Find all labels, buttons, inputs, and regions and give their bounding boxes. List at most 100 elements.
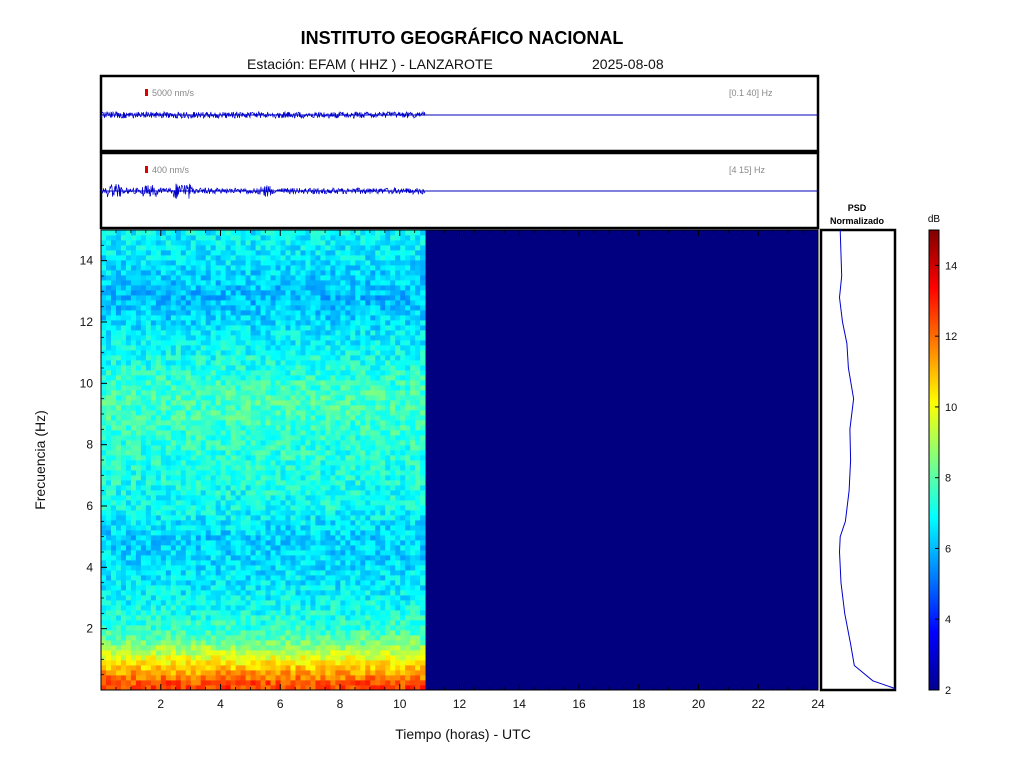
spectrogram-cell — [345, 570, 351, 576]
spectrogram-cell — [180, 380, 187, 386]
spectrogram-cell — [135, 665, 142, 671]
spectrogram-cell — [105, 240, 112, 246]
spectrogram-cell — [325, 405, 331, 411]
spectrogram-cell — [220, 465, 227, 471]
spectrogram-cell — [285, 530, 291, 536]
spectrogram-cell — [235, 550, 242, 556]
spectrogram-cell — [125, 310, 132, 316]
spectrogram-cell — [101, 390, 107, 396]
spectrogram-cell — [265, 530, 271, 536]
spectrogram-cell — [335, 440, 341, 446]
spectrogram-cell — [315, 510, 321, 516]
spectrogram-cell — [105, 405, 112, 411]
spectrogram-cell — [115, 445, 122, 451]
spectrogram-cell — [290, 440, 296, 446]
spectrogram-cell — [325, 295, 331, 301]
spectrogram-cell — [220, 320, 227, 326]
spectrogram-cell — [240, 480, 247, 486]
spectrogram-cell — [335, 385, 341, 391]
spectrogram-cell — [360, 245, 366, 251]
spectrogram-cell — [365, 495, 371, 501]
spectrogram-cell — [245, 480, 252, 486]
spectrogram-cell — [350, 665, 356, 671]
spectrogram-cell — [365, 290, 371, 296]
spectrogram-cell — [130, 370, 137, 376]
spectrogram-cell — [310, 240, 316, 246]
spectrogram-cell — [130, 265, 137, 271]
spectrogram-cell — [155, 445, 162, 451]
spectrogram-cell — [130, 465, 137, 471]
spectrogram-cell — [305, 435, 311, 441]
spectrogram-cell — [275, 335, 281, 341]
spectrogram-cell — [340, 680, 346, 686]
spectrogram-cell — [145, 655, 152, 661]
spectrogram-cell — [185, 515, 192, 521]
spectrogram-cell — [275, 405, 281, 411]
spectrogram-cell — [290, 560, 296, 566]
spectrogram-cell — [240, 595, 247, 601]
spectrogram-cell — [235, 595, 242, 601]
spectrogram-cell — [325, 620, 331, 626]
spectrogram-cell — [180, 645, 187, 651]
spectrogram-cell — [215, 335, 222, 341]
spectrogram-cell — [350, 435, 356, 441]
spectrogram-cell — [205, 360, 212, 366]
spectrogram-cell — [355, 315, 361, 321]
spectrogram-cell — [200, 320, 207, 326]
spectrogram-cell — [205, 445, 212, 451]
spectrogram-cell — [335, 560, 341, 566]
spectrogram-cell — [340, 335, 346, 341]
spectrogram-cell — [220, 670, 227, 676]
spectrogram-cell — [190, 330, 197, 336]
spectrogram-cell — [360, 350, 366, 356]
spectrogram-cell — [210, 590, 217, 596]
spectrogram-cell — [125, 480, 132, 486]
spectrogram-cell — [345, 415, 351, 421]
spectrogram-cell — [235, 620, 242, 626]
spectrogram-cell — [140, 395, 147, 401]
spectrogram-cell — [280, 295, 286, 301]
spectrogram-cell — [125, 590, 132, 596]
spectrogram-cell — [165, 250, 172, 256]
spectrogram-cell — [240, 300, 247, 306]
spectrogram-cell — [145, 560, 152, 566]
spectrogram-cell — [320, 655, 326, 661]
spectrogram-cell — [225, 445, 232, 451]
spectrogram-cell — [320, 565, 326, 571]
spectrogram-cell — [180, 510, 187, 516]
spectrogram-cell — [145, 230, 152, 236]
spectrogram-cell — [105, 505, 112, 511]
spectrogram-cell — [230, 275, 237, 281]
spectrogram-cell — [140, 305, 147, 311]
spectrogram-cell — [275, 625, 281, 631]
spectrogram-cell — [340, 540, 346, 546]
spectrogram-cell — [125, 560, 132, 566]
spectrogram-cell — [110, 675, 117, 681]
spectrogram-cell — [125, 520, 132, 526]
spectrogram-cell — [205, 655, 212, 661]
spectrogram-cell — [260, 650, 266, 656]
spectrogram-cell — [250, 385, 256, 391]
spectrogram-cell — [340, 615, 346, 621]
spectrogram-cell — [320, 270, 326, 276]
spectrogram-cell — [325, 630, 331, 636]
spectrogram-cell — [170, 440, 177, 446]
spectrogram-cell — [185, 240, 192, 246]
spectrogram-cell — [255, 245, 261, 251]
spectrogram-cell — [150, 480, 157, 486]
spectrogram-cell — [230, 655, 237, 661]
spectrogram-cell — [220, 515, 227, 521]
spectrogram-cell — [150, 515, 157, 521]
spectrogram-cell — [120, 510, 127, 516]
spectrogram-cell — [145, 535, 152, 541]
spectrogram-cell — [320, 600, 326, 606]
spectrogram-cell — [285, 610, 291, 616]
spectrogram-cell — [140, 240, 147, 246]
spectrogram-cell — [170, 325, 177, 331]
spectrogram-cell — [140, 415, 147, 421]
spectrogram-cell — [200, 600, 207, 606]
spectrogram-cell — [170, 480, 177, 486]
spectrogram-cell — [260, 395, 266, 401]
spectrogram-cell — [190, 355, 197, 361]
spectrogram-cell — [210, 270, 217, 276]
